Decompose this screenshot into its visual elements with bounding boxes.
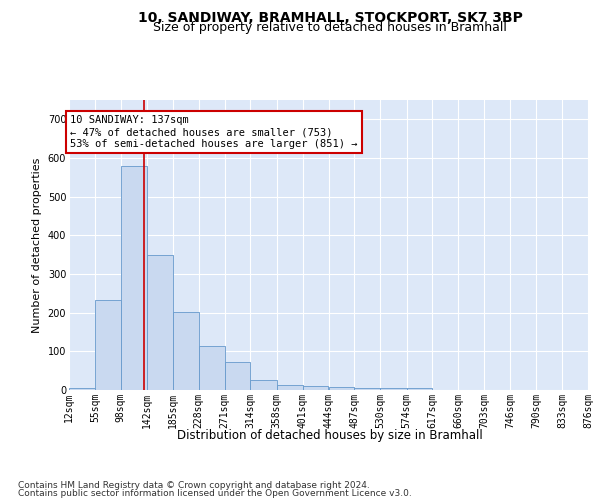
Bar <box>173 312 199 390</box>
Text: Contains public sector information licensed under the Open Government Licence v3: Contains public sector information licen… <box>18 490 412 498</box>
Bar <box>250 380 277 390</box>
Bar <box>380 388 407 390</box>
Bar <box>95 300 121 390</box>
Y-axis label: Number of detached properties: Number of detached properties <box>32 158 42 332</box>
Bar <box>277 385 302 390</box>
Text: Contains HM Land Registry data © Crown copyright and database right 2024.: Contains HM Land Registry data © Crown c… <box>18 480 370 490</box>
Text: Distribution of detached houses by size in Bramhall: Distribution of detached houses by size … <box>177 428 483 442</box>
Text: 10 SANDIWAY: 137sqm
← 47% of detached houses are smaller (753)
53% of semi-detac: 10 SANDIWAY: 137sqm ← 47% of detached ho… <box>70 116 358 148</box>
Bar <box>329 386 355 390</box>
Text: 10, SANDIWAY, BRAMHALL, STOCKPORT, SK7 3BP: 10, SANDIWAY, BRAMHALL, STOCKPORT, SK7 3… <box>137 10 523 24</box>
Text: Size of property relative to detached houses in Bramhall: Size of property relative to detached ho… <box>153 21 507 34</box>
Bar <box>69 388 95 390</box>
Bar <box>224 362 250 390</box>
Bar <box>121 166 147 390</box>
Bar <box>407 388 433 390</box>
Bar <box>355 388 380 390</box>
Bar <box>199 346 224 390</box>
Bar <box>302 386 329 390</box>
Bar <box>147 254 173 390</box>
